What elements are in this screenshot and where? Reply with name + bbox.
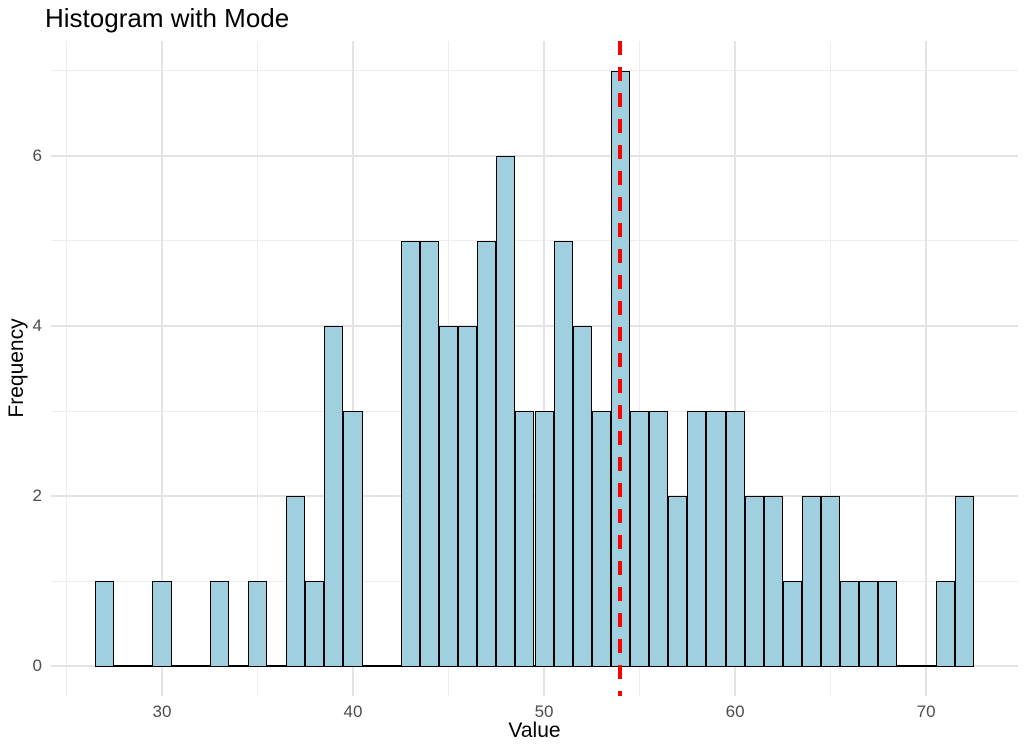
x-tick-label: 60 xyxy=(725,702,745,721)
zero-baseline xyxy=(95,665,974,668)
gridline-y-major xyxy=(51,154,1018,157)
histogram-bar xyxy=(496,155,516,668)
x-tick-label: 50 xyxy=(534,702,554,721)
histogram-bar xyxy=(515,411,535,668)
histogram-bar xyxy=(438,325,459,668)
gridline-x-major xyxy=(925,41,928,696)
y-tick-label: 0 xyxy=(32,656,42,676)
histogram-bar xyxy=(400,240,420,668)
histogram-bar xyxy=(763,496,783,668)
histogram-bar xyxy=(209,581,229,668)
histogram-bar xyxy=(95,581,115,668)
histogram-bar xyxy=(572,325,592,668)
x-axis-title: Value xyxy=(508,719,561,742)
histogram-bar xyxy=(878,581,898,668)
gridline-x-minor xyxy=(639,41,641,696)
gridline-y-minor xyxy=(51,70,1018,72)
y-tick-label: 2 xyxy=(32,486,42,506)
histogram-bar xyxy=(668,496,688,668)
histogram-bar xyxy=(801,496,822,668)
x-tick-label: 40 xyxy=(343,702,363,721)
histogram-bar xyxy=(553,240,573,668)
histogram-bar xyxy=(954,496,974,668)
plot-title: Histogram with Mode xyxy=(45,3,290,33)
histogram-bar xyxy=(591,411,611,668)
x-tick-label: 30 xyxy=(152,702,172,721)
histogram-bar xyxy=(305,581,325,668)
histogram-bar xyxy=(477,240,497,668)
histogram-bar xyxy=(152,581,172,668)
histogram-bar xyxy=(419,240,439,668)
histogram-bar xyxy=(687,411,707,668)
histogram-bar xyxy=(247,581,268,668)
histogram-bar xyxy=(324,325,344,668)
y-tick-label: 4 xyxy=(32,315,42,335)
histogram-bar xyxy=(534,411,554,668)
x-tick-label: 70 xyxy=(916,702,936,721)
gridline-x-major xyxy=(352,41,355,696)
histogram-bar xyxy=(649,411,669,668)
mode-line xyxy=(618,41,623,696)
histogram-bar xyxy=(935,581,955,668)
histogram-bar xyxy=(782,581,802,668)
histogram-bar xyxy=(286,496,306,668)
gridline-x-major xyxy=(160,41,163,696)
histogram-bar xyxy=(744,496,764,668)
histogram-bar xyxy=(630,411,650,668)
gridline-x-minor xyxy=(257,41,258,696)
gridline-x-major xyxy=(734,41,737,696)
histogram-bar xyxy=(859,581,879,668)
gridline-x-minor xyxy=(65,41,67,696)
plot-panel xyxy=(51,41,1018,696)
gridline-y-major xyxy=(51,324,1018,327)
gridline-y-minor xyxy=(51,240,1018,242)
histogram-bar xyxy=(706,411,726,668)
histogram-bar xyxy=(840,581,860,668)
histogram-bar xyxy=(821,496,841,668)
histogram-bar xyxy=(725,411,745,668)
y-tick-label: 6 xyxy=(32,145,42,165)
gridline-x-minor xyxy=(830,41,832,696)
gridline-x-major xyxy=(543,41,546,696)
histogram-bar xyxy=(458,325,478,668)
histogram-bar xyxy=(343,411,363,668)
